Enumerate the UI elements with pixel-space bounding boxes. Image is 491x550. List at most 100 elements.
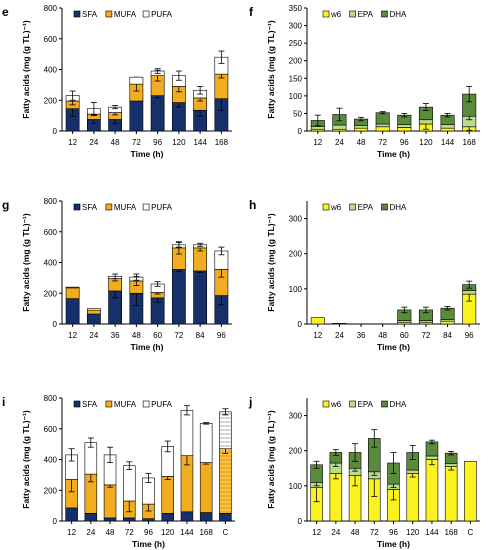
bar-w6-24 [329,473,343,522]
x-tick-label: 84 [443,331,452,340]
legend-swatch-dha [381,10,388,18]
bar-w6-84 [440,320,455,325]
legend-swatch-pufa [142,400,150,408]
legend-label-dha: DHA [390,203,408,212]
y-tick-label: 200 [44,289,58,298]
bar-sfa-120 [161,513,174,522]
panel-label: g [2,198,9,212]
bar-mufa-168 [199,462,213,513]
panel-g: g 0 200 400 600 800 Fatty acids (mg (g TL)⁻¹) 1… [2,197,232,352]
y-tick-label: 0 [53,320,58,329]
y-tick-label: 800 [44,394,58,403]
x-tick-label: 96 [400,138,409,147]
x-tick-label: 60 [400,331,409,340]
legend-label-dha: DHA [390,10,408,19]
bar-mufa-C [219,448,232,514]
bar-mufa-24 [86,309,101,315]
x-tick-label: C [222,528,228,537]
x-tick-label: 48 [111,138,120,147]
legend-swatch-sfa [73,400,81,408]
x-tick-label: 24 [89,331,98,340]
legend-swatch-epa [349,10,356,18]
bar-sfa-48 [103,517,117,522]
bar-sfa-72 [129,100,144,132]
legend-label-dha: DHA [390,400,408,409]
x-tick-label: 144 [193,138,207,147]
legend-swatch-pufa [142,203,150,211]
x-tick-label: 12 [312,528,321,537]
y-tick-label: 0 [298,320,303,329]
y-tick-label: 100 [289,285,303,294]
bar-sfa-72 [171,269,186,325]
x-axis-label: Time (h) [377,342,410,352]
legend-label-w6: w6 [330,203,342,212]
bar-dha-72 [375,112,390,125]
bar-mufa-12 [65,287,80,299]
legend-swatch-pufa [142,10,150,18]
x-tick-label: 72 [421,331,430,340]
bar-sfa-96 [142,518,155,522]
x-tick-label: 96 [465,331,474,340]
legend-label-epa: EPA [358,203,374,212]
bar-pufa-168 [199,423,213,463]
bar-epa-24 [332,124,347,130]
x-tick-label: 72 [174,331,183,340]
x-axis-label: Time (h) [131,342,164,352]
bar-w6-C [464,460,477,522]
bar-sfa-12 [65,298,80,325]
x-tick-label: 48 [106,528,115,537]
bar-w6-144 [440,127,455,132]
y-tick-label: 300 [289,22,303,31]
y-tick-label: 200 [289,250,303,259]
legend: w6 EPA DHA [322,10,408,19]
bar-sfa-24 [86,313,101,325]
legend-label-sfa: SFA [82,400,98,409]
panel-label: e [2,5,9,19]
legend-label-pufa: PUFA [151,203,173,212]
x-tick-label: 12 [313,331,322,340]
bar-w6-96 [397,127,412,132]
x-tick-label: 168 [463,138,477,147]
y-tick-label: 150 [289,74,303,83]
bar-sfa-96 [150,95,165,132]
bar-epa-48 [354,125,369,129]
y-tick-label: 250 [289,39,303,48]
bar-epa-96 [397,124,412,128]
bar-pufa-72 [129,76,144,85]
x-tick-label: 120 [161,528,175,537]
x-tick-label: 84 [196,331,205,340]
bar-mufa-48 [103,484,117,519]
bar-epa-72 [375,123,390,128]
legend-label-w6: w6 [330,400,342,409]
bar-epa-144 [440,124,455,129]
x-axis-label: Time (h) [377,149,410,159]
y-tick-label: 0 [298,127,303,136]
x-tick-label: 72 [378,138,387,147]
y-axis-label: Fatty acids (mg (g TL)⁻¹) [21,20,31,119]
x-tick-label: 48 [132,331,141,340]
panel-i: i 0 200 400 600 800 Fatty acids (mg (g TL)⁻¹) 1… [2,394,235,549]
legend-label-sfa: SFA [82,10,98,19]
legend: SFA MUFA PUFA [73,10,173,19]
panel-label: h [249,198,256,212]
bar-w6-48 [354,127,369,132]
y-tick-label: 0 [53,127,58,136]
y-tick-label: 200 [44,96,58,105]
x-tick-label: 96 [217,331,226,340]
panel-f: f 0 50 100 150 200 250 300 350 Fatty acids (mg (g… [249,4,480,159]
x-axis-label: Time (h) [131,149,164,159]
x-axis-label: Time (h) [377,539,410,549]
x-tick-label: 72 [370,528,379,537]
x-tick-label: 36 [111,331,120,340]
x-tick-label: 168 [215,138,229,147]
y-tick-label: 200 [44,486,58,495]
x-tick-label: 60 [153,331,162,340]
legend: SFA MUFA PUFA [73,400,173,409]
y-tick-label: 800 [44,197,58,206]
legend-swatch-epa [349,400,356,408]
bar-pufa-144 [180,409,194,456]
bar-w6-72 [375,126,390,132]
legend-label-pufa: PUFA [151,400,173,409]
y-tick-label: 400 [44,259,58,268]
